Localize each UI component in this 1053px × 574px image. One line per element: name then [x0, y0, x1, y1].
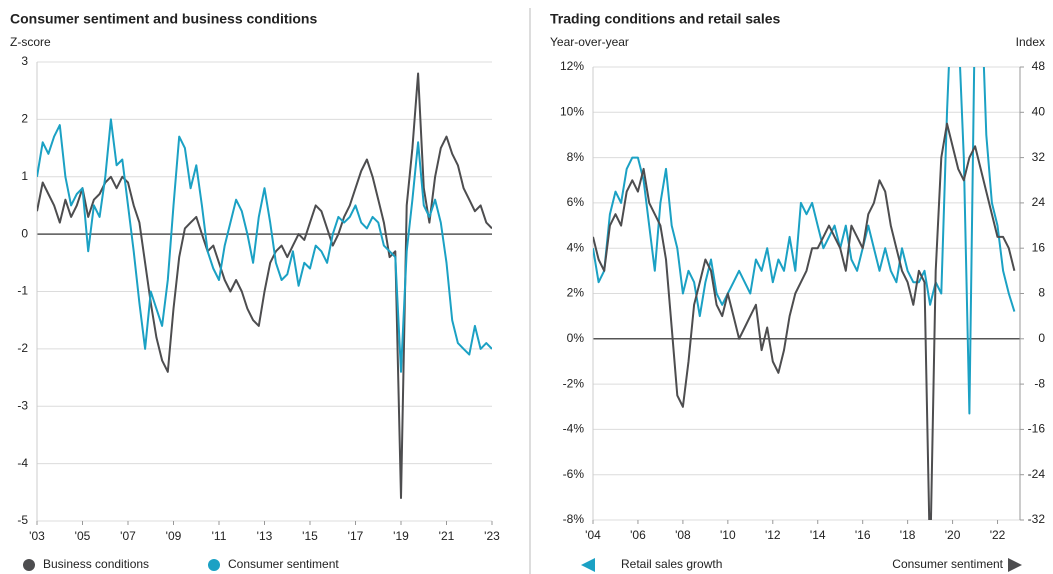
y-tick-label: -8%: [563, 512, 585, 526]
legend-label: Retail sales growth: [621, 557, 722, 571]
y-tick-label: -6%: [563, 467, 585, 481]
x-tick-label: '20: [945, 528, 961, 542]
y2-tick-label: 0: [1038, 331, 1045, 345]
x-tick-label: '15: [302, 529, 318, 543]
series-line: [37, 118, 492, 373]
y-tick-label: -1: [17, 284, 28, 298]
y-tick-label: -4: [17, 456, 28, 470]
y-tick-label: 2%: [567, 286, 585, 300]
series-line: [37, 72, 492, 499]
x-tick-label: '03: [29, 529, 45, 543]
y-tick-label: -2%: [563, 376, 585, 390]
legend-marker: [581, 558, 595, 572]
legend-label: Business conditions: [43, 557, 149, 571]
x-tick-label: '22: [990, 528, 1006, 542]
x-tick-label: '10: [720, 528, 736, 542]
y-tick-label: 0: [21, 226, 28, 240]
legend-label: Consumer sentiment: [892, 557, 1003, 571]
x-tick-label: '14: [810, 528, 826, 542]
y-tick-label: 3: [21, 54, 28, 68]
y-tick-label: 4%: [567, 240, 585, 254]
x-tick-label: '11: [212, 529, 227, 543]
y-tick-label: 6%: [567, 195, 585, 209]
x-tick-label: '13: [257, 529, 273, 543]
x-tick-label: '18: [900, 528, 916, 542]
x-tick-label: '23: [484, 529, 500, 543]
y2-tick-label: 40: [1032, 104, 1046, 118]
x-tick-label: '09: [166, 529, 182, 543]
y2-tick-label: -32: [1028, 512, 1046, 526]
x-tick-label: '16: [855, 528, 871, 542]
y-tick-label: -5: [17, 513, 28, 527]
y2-tick-label: -16: [1028, 422, 1046, 436]
y2-axis-label: Index: [1016, 35, 1045, 49]
chart-title: Trading conditions and retail sales: [550, 11, 780, 27]
series-line: [593, 122, 1016, 520]
x-tick-label: '21: [439, 529, 455, 543]
y2-tick-label: -24: [1028, 467, 1046, 481]
y-tick-label: -4%: [563, 422, 585, 436]
y2-tick-label: 16: [1032, 240, 1046, 254]
x-tick-label: '04: [585, 528, 601, 542]
y-tick-label: 2: [21, 112, 28, 126]
y-tick-label: 8%: [567, 150, 585, 164]
y-tick-label: -3: [17, 398, 28, 412]
y2-tick-label: 48: [1032, 59, 1046, 73]
y-tick-label: 10%: [560, 104, 584, 118]
x-tick-label: '06: [630, 528, 646, 542]
y-axis-label: Year-over-year: [550, 35, 629, 49]
y-tick-label: -2: [17, 341, 28, 355]
legend-marker: [1008, 558, 1022, 572]
y2-tick-label: 32: [1032, 150, 1046, 164]
legend-marker: [208, 559, 220, 571]
x-tick-label: '08: [675, 528, 691, 542]
chart-title: Consumer sentiment and business conditio…: [10, 11, 317, 27]
y2-tick-label: 8: [1038, 286, 1045, 300]
legend-label: Consumer sentiment: [228, 557, 339, 571]
x-tick-label: '17: [348, 529, 364, 543]
y-axis-label: Z-score: [10, 35, 51, 49]
y2-tick-label: 24: [1032, 195, 1046, 209]
y-tick-label: 12%: [560, 59, 584, 73]
y-tick-label: 1: [21, 169, 28, 183]
x-tick-label: '19: [393, 529, 409, 543]
y2-tick-label: -8: [1034, 376, 1045, 390]
x-tick-label: '05: [75, 529, 91, 543]
x-tick-label: '07: [120, 529, 136, 543]
y-tick-label: 0%: [567, 331, 585, 345]
x-tick-label: '12: [765, 528, 781, 542]
legend-marker: [23, 559, 35, 571]
series-line: [593, 67, 1016, 415]
